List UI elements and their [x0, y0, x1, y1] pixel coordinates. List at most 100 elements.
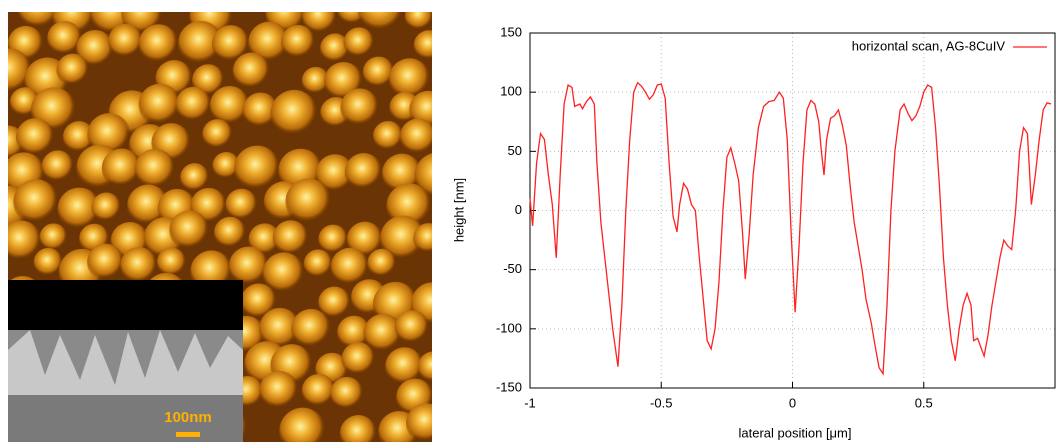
grain: [108, 23, 144, 60]
inset-ridges: [8, 330, 243, 395]
grain: [156, 247, 187, 278]
grain: [301, 66, 331, 96]
y-tick-label: 100: [500, 84, 522, 99]
grain: [234, 145, 281, 193]
grain: [318, 286, 352, 320]
grain: [169, 210, 210, 251]
grain: [303, 249, 333, 279]
y-tick-label: -150: [496, 379, 522, 394]
grain: [248, 21, 291, 64]
y-tick-label: -100: [496, 320, 522, 335]
grain: [138, 24, 179, 65]
grain: [232, 52, 271, 91]
y-tick-label: 50: [508, 143, 522, 158]
grain: [413, 30, 432, 62]
grain: [372, 120, 404, 152]
grain: [343, 27, 375, 59]
grain: [291, 308, 332, 350]
grain: [13, 179, 59, 225]
inset-top: [8, 280, 243, 330]
grain: [272, 220, 309, 257]
grain: [340, 88, 380, 128]
grain: [228, 246, 269, 287]
grain: [363, 313, 403, 354]
grain: [285, 178, 332, 225]
plot-frame: [529, 32, 1056, 389]
x-tick-label: -0.5: [650, 395, 672, 410]
grain: [212, 151, 241, 181]
grain: [39, 223, 68, 252]
grain: [213, 216, 247, 250]
grain: [15, 118, 55, 158]
grain: [379, 215, 427, 262]
grain: [344, 153, 383, 191]
grain: [101, 148, 142, 189]
grain: [120, 247, 158, 285]
grain: [405, 403, 432, 442]
x-tick-label: 0: [789, 395, 796, 410]
grain: [56, 53, 90, 87]
grain: [302, 12, 338, 35]
scale-bar-label: 100nm: [164, 409, 212, 426]
grain: [404, 12, 432, 32]
grain: [339, 415, 378, 442]
grain: [320, 33, 351, 64]
grain: [18, 12, 61, 30]
grain: [258, 307, 302, 350]
grain: [127, 184, 170, 227]
grain: [57, 187, 102, 232]
grain: [262, 252, 305, 295]
grain: [138, 83, 182, 127]
grain: [330, 247, 370, 287]
grain: [225, 188, 258, 222]
grain: [8, 220, 42, 263]
line-series: [529, 81, 1052, 376]
grain: [33, 247, 64, 278]
grain: [318, 224, 349, 255]
x-tick-label: -1: [524, 395, 536, 410]
grain: [209, 86, 251, 127]
grain: [367, 248, 397, 279]
grain: [240, 283, 278, 320]
grain: [76, 29, 115, 69]
grain: [211, 25, 250, 64]
y-axis-label: height [nm]: [451, 178, 466, 242]
grain: [301, 373, 336, 409]
grain: [47, 21, 83, 57]
grain: [394, 310, 430, 345]
grain: [330, 376, 364, 411]
chart: height [nm] lateral position [μm] -150-1…: [451, 24, 1056, 440]
grain: [202, 119, 233, 150]
legend-label: horizontal scan, AG-8CuIV: [852, 38, 1006, 53]
y-tick-label: -50: [503, 261, 522, 276]
grain: [357, 12, 405, 33]
scale-bar: [176, 432, 200, 437]
grain: [91, 192, 122, 223]
inset-substrate: [8, 395, 243, 442]
grain: [413, 223, 432, 255]
grain: [248, 223, 282, 257]
grain: [259, 370, 299, 411]
grain: [279, 407, 327, 442]
x-tick-label: 0.5: [915, 395, 933, 410]
grain: [178, 20, 224, 67]
grain: [336, 315, 372, 350]
grain: [385, 347, 425, 387]
grain: [362, 56, 395, 89]
grain: [242, 92, 279, 129]
y-tick-label: 150: [500, 24, 522, 39]
grain: [62, 121, 96, 154]
grain: [179, 163, 210, 193]
grain: [134, 148, 176, 190]
grain: [87, 243, 125, 282]
grain: [315, 154, 355, 194]
grain: [280, 24, 316, 60]
grain: [341, 342, 376, 377]
grain: [270, 89, 319, 138]
grain: [399, 118, 432, 156]
x-axis-label: lateral position [μm]: [739, 425, 852, 440]
grain: [175, 86, 212, 123]
y-tick-label: 0: [515, 202, 522, 217]
grain: [388, 58, 431, 101]
